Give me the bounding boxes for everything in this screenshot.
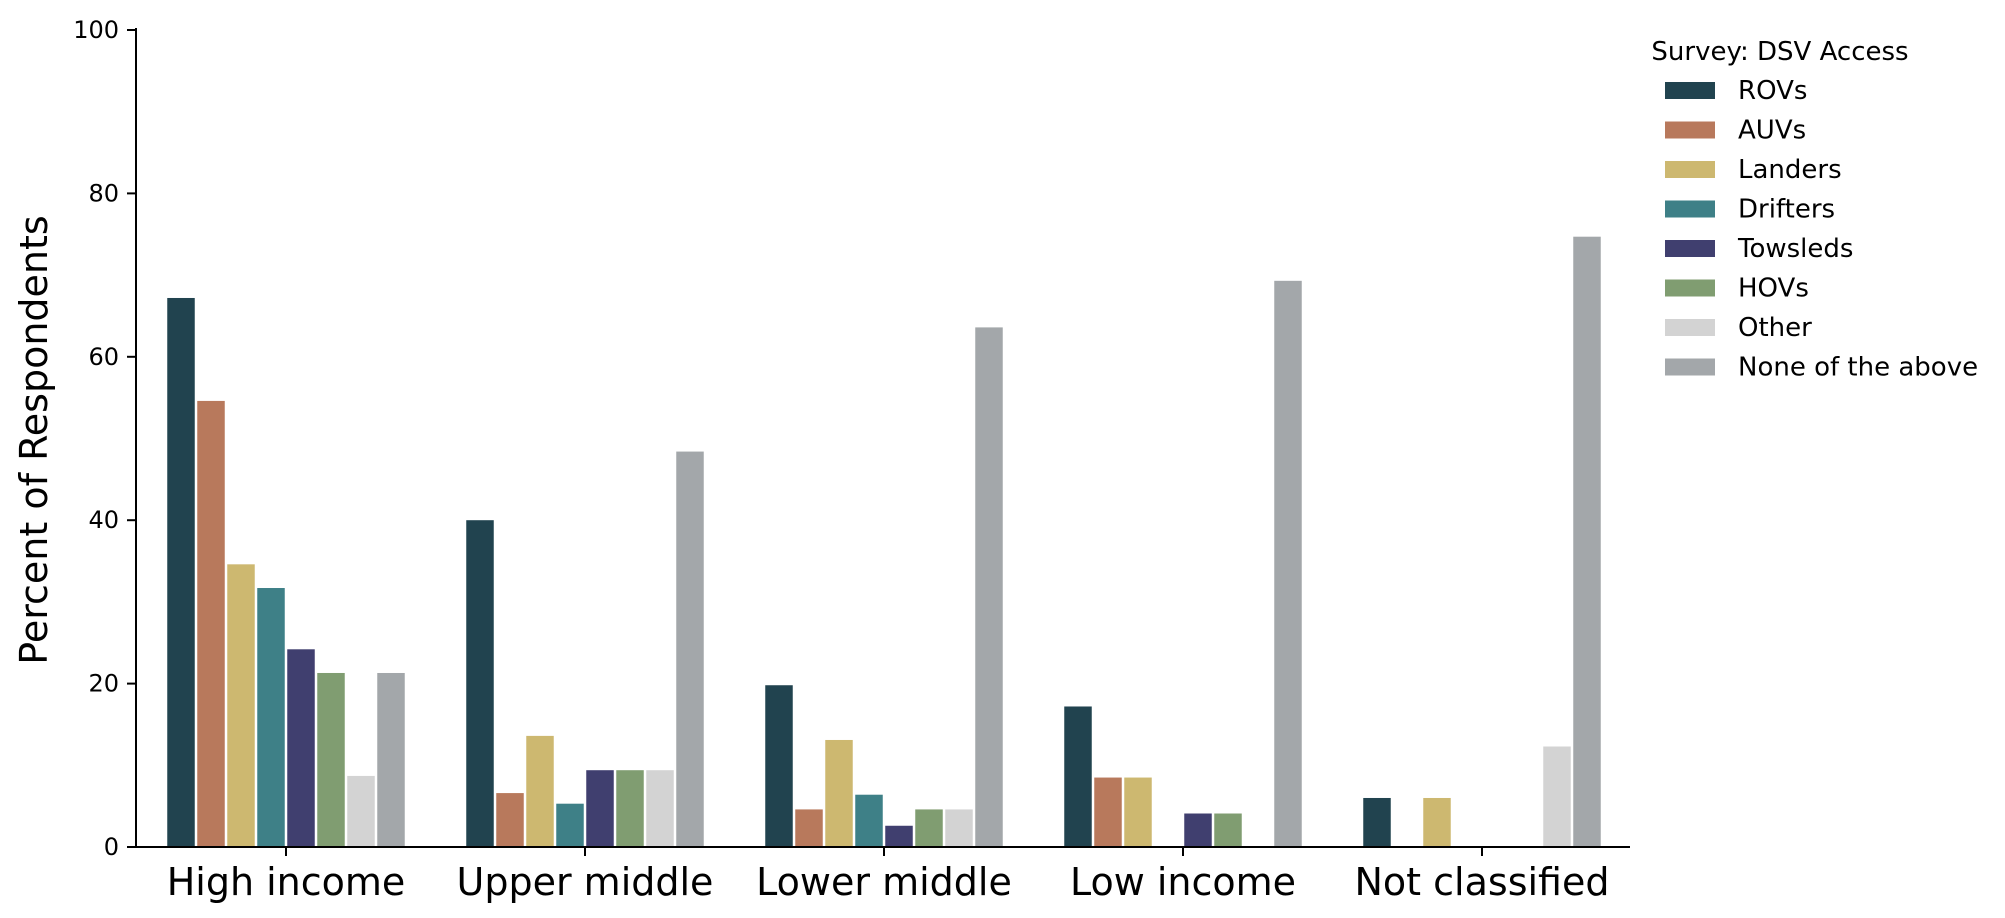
legend-swatch-none-of-the-above xyxy=(1665,358,1715,376)
bar-landers-upper-middle xyxy=(526,735,554,847)
bars-group xyxy=(167,236,1601,848)
y-axis-label: Percent of Respondents xyxy=(12,215,56,664)
legend-swatch-auvs xyxy=(1665,121,1715,139)
legend-label-other: Other xyxy=(1738,313,1812,343)
legend: Survey: DSV Access ROVs AUVs Landers Drifte… xyxy=(1651,37,1978,383)
legend-label-auvs: AUVs xyxy=(1738,116,1806,146)
bar-towsleds-upper-middle xyxy=(586,770,614,847)
x-tick-label-upper-middle: Upper middle xyxy=(457,860,714,904)
legend-swatch-towsleds xyxy=(1665,240,1715,257)
x-tick-label-lower-middle: Lower middle xyxy=(756,860,1012,904)
bar-drifters-high-income xyxy=(257,588,285,847)
bar-none-of-the-above-upper-middle xyxy=(676,451,704,847)
bar-auvs-lower-middle xyxy=(795,809,823,847)
bar-landers-high-income xyxy=(227,564,255,847)
bar-towsleds-high-income xyxy=(287,649,315,847)
legend-label-rovs: ROVs xyxy=(1738,76,1807,106)
bar-towsleds-low-income xyxy=(1184,813,1212,847)
bar-other-high-income xyxy=(347,775,375,847)
legend-swatch-rovs xyxy=(1665,82,1715,99)
legend-swatch-hovs xyxy=(1665,279,1715,297)
bar-rovs-low-income xyxy=(1064,706,1092,847)
bar-auvs-low-income xyxy=(1094,777,1122,847)
y-tick-label-100: 100 xyxy=(73,16,119,44)
y-tick-label-20: 20 xyxy=(88,670,119,698)
legend-label-hovs: HOVs xyxy=(1738,274,1809,304)
legend-label-towsleds: Towsleds xyxy=(1737,234,1853,264)
y-tick-label-60: 60 xyxy=(88,343,119,371)
bar-rovs-high-income xyxy=(167,297,195,848)
bar-towsleds-lower-middle xyxy=(885,825,913,847)
legend-swatch-landers xyxy=(1665,161,1715,178)
bar-hovs-high-income xyxy=(317,672,345,847)
bar-hovs-upper-middle xyxy=(616,770,644,847)
bar-auvs-high-income xyxy=(197,400,225,847)
bar-other-lower-middle xyxy=(945,809,973,847)
legend-label-none-of-the-above: None of the above xyxy=(1738,353,1978,383)
y-tick-label-0: 0 xyxy=(104,833,119,861)
bar-rovs-not-classified xyxy=(1363,797,1391,847)
bar-none-of-the-above-low-income xyxy=(1274,280,1302,847)
y-tick-label-40: 40 xyxy=(88,506,119,534)
bar-other-upper-middle xyxy=(646,770,674,847)
legend-label-drifters: Drifters xyxy=(1738,195,1835,225)
bar-none-of-the-above-high-income xyxy=(377,672,405,847)
x-tick-label-low-income: Low income xyxy=(1070,860,1296,904)
legend-swatch-other xyxy=(1665,319,1715,336)
legend-swatch-drifters xyxy=(1665,200,1715,218)
bar-other-not-classified xyxy=(1543,746,1571,847)
axes-group: 0 20 40 60 80 100 High income Upper middle Lower… xyxy=(73,16,1630,904)
bar-rovs-upper-middle xyxy=(466,520,494,847)
bar-none-of-the-above-lower-middle xyxy=(975,327,1003,847)
bar-drifters-upper-middle xyxy=(556,803,584,847)
bar-landers-not-classified xyxy=(1423,797,1451,847)
bar-drifters-lower-middle xyxy=(855,794,883,847)
bar-none-of-the-above-not-classified xyxy=(1573,236,1601,847)
bar-landers-lower-middle xyxy=(825,739,853,847)
x-tick-label-high-income: High income xyxy=(167,860,406,904)
legend-title: Survey: DSV Access xyxy=(1651,37,1908,67)
legend-label-landers: Landers xyxy=(1738,155,1842,185)
bar-hovs-lower-middle xyxy=(915,809,943,847)
bar-auvs-upper-middle xyxy=(496,793,524,847)
bar-landers-low-income xyxy=(1124,777,1152,847)
bar-rovs-lower-middle xyxy=(765,685,793,847)
x-tick-label-not-classified: Not classified xyxy=(1355,860,1610,904)
bar-hovs-low-income xyxy=(1214,813,1242,847)
y-tick-label-80: 80 xyxy=(88,179,119,207)
